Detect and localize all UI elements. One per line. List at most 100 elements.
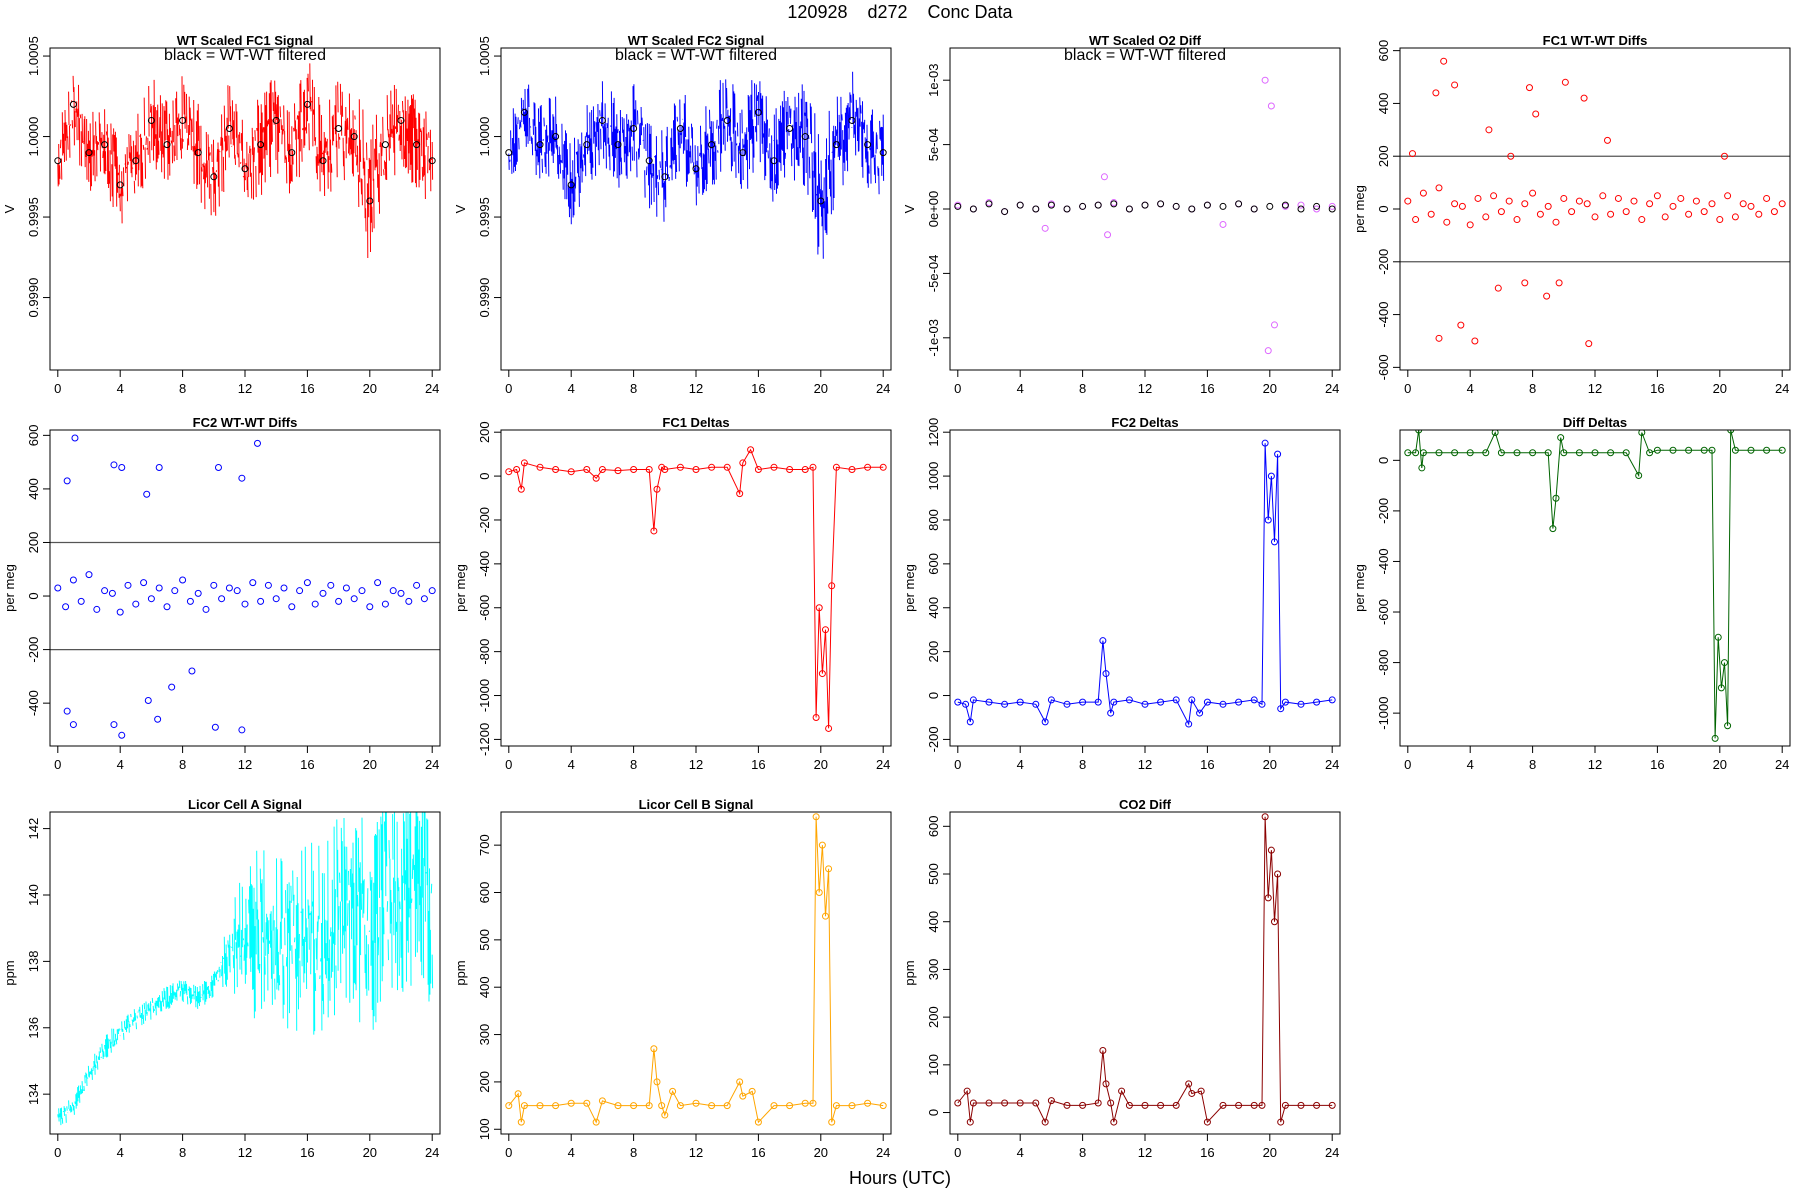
series-p8-0-point xyxy=(1720,659,1728,667)
series-p9-0-band xyxy=(57,812,434,1126)
series-p4-0-point xyxy=(1646,200,1654,208)
series-p4-0-point xyxy=(1471,337,1479,345)
y-tick-label: 200 xyxy=(26,532,41,554)
series-p3-1-point xyxy=(1313,202,1321,210)
series-p4-0-point xyxy=(1700,208,1708,216)
series-p7-0-point xyxy=(1235,698,1243,706)
series-p2-1-point xyxy=(536,141,544,149)
y-axis-label: per meg xyxy=(902,564,917,612)
y-tick-label: 200 xyxy=(926,1006,941,1028)
plot-frame xyxy=(49,47,441,371)
series-p4-0-point xyxy=(1692,197,1700,205)
series-p5-0-point xyxy=(63,477,71,485)
y-tick-label: -200 xyxy=(1376,498,1391,524)
series-p4-0-point xyxy=(1607,210,1615,218)
series-p1-1-point xyxy=(69,100,77,108)
series-p4-0-point xyxy=(1451,200,1459,208)
series-p2-1-point xyxy=(817,197,825,205)
series-p7-0-point xyxy=(1203,698,1211,706)
series-p10-0-point xyxy=(676,1102,684,1110)
series-p11-0-point xyxy=(1118,1087,1126,1095)
series-p3-1-point xyxy=(1266,202,1274,210)
series-p2-1-point xyxy=(723,116,731,124)
series-p3-0-point xyxy=(1219,220,1227,228)
series-p8-0-point xyxy=(1557,434,1565,442)
series-p8-0-point xyxy=(1415,430,1423,434)
series-p3-1-point xyxy=(1157,200,1165,208)
series-p4-0-point xyxy=(1482,213,1490,221)
series-p11-0-point xyxy=(1016,1099,1024,1107)
x-tick-label: 16 xyxy=(751,381,765,396)
series-p11-0-point xyxy=(1157,1101,1165,1109)
x-tick-label: 4 xyxy=(1467,757,1474,772)
x-tick-label: 8 xyxy=(1079,381,1086,396)
series-p5-0-point xyxy=(118,463,126,471)
y-tick-label: -400 xyxy=(477,551,492,577)
series-p1-1-point xyxy=(335,125,343,132)
series-p10-0-point xyxy=(748,1087,756,1095)
series-p4-0-point xyxy=(1720,152,1728,160)
series-p5-0-point xyxy=(54,584,62,592)
series-p10-0-point xyxy=(828,1118,836,1126)
series-p5-0-point xyxy=(288,603,296,611)
series-p7-0-point xyxy=(1261,439,1269,447)
y-axis-label: ppm xyxy=(453,960,468,985)
series-p11-0-point xyxy=(966,1118,974,1126)
series-p5-0-point xyxy=(101,587,109,595)
y-tick-label: 600 xyxy=(26,425,41,447)
series-p4-0-point xyxy=(1778,200,1786,208)
y-tick-label: -200 xyxy=(1376,249,1391,275)
series-p5-0-point xyxy=(264,581,272,589)
series-p5-0-point xyxy=(238,474,246,482)
series-p8-0-point xyxy=(1708,446,1716,454)
series-p1-1-point xyxy=(397,116,405,124)
y-tick-label: -400 xyxy=(1376,302,1391,328)
series-p11-0-point xyxy=(1250,1101,1258,1109)
series-p5-0-point xyxy=(85,571,93,579)
series-p7-0-point xyxy=(962,700,970,708)
y-tick-label: -1200 xyxy=(477,723,492,756)
x-tick-label: 16 xyxy=(1200,381,1214,396)
series-p3-0-point xyxy=(1100,173,1108,181)
series-p7-0-point xyxy=(1264,516,1272,524)
x-tick-label: 12 xyxy=(689,757,703,772)
series-p6-0-point xyxy=(708,463,716,471)
series-p5-0-point xyxy=(140,579,148,587)
series-p5-0-point xyxy=(241,600,249,608)
series-p6-0-point xyxy=(567,468,575,476)
series-p10-0-point xyxy=(754,1118,762,1126)
series-p2-1-point xyxy=(739,149,747,157)
series-p2-1-point xyxy=(754,108,762,116)
series-p5-0-point xyxy=(249,579,257,587)
series-p11-0-point xyxy=(1270,918,1278,926)
series-p5-0-point xyxy=(108,589,116,597)
series-p6-0-point xyxy=(661,466,669,473)
series-p8-0-point xyxy=(1552,494,1560,502)
series-p5-0-point xyxy=(428,587,436,595)
series-p5-0-point xyxy=(210,581,218,589)
y-axis-label: ppm xyxy=(902,960,917,985)
series-p11-0-point xyxy=(1094,1099,1102,1107)
x-tick-label: 4 xyxy=(117,1145,124,1160)
series-p11-0-point xyxy=(1185,1080,1193,1088)
series-p2-1-point xyxy=(801,133,809,141)
series-p4-0-point xyxy=(1708,200,1716,208)
series-p5-0-point xyxy=(63,707,71,715)
series-p7-0-point xyxy=(1107,709,1115,717)
y-tick-label: 0 xyxy=(477,472,492,479)
series-p4-0-point xyxy=(1580,94,1588,102)
series-p10-0-point xyxy=(832,1102,840,1110)
series-p7-0-point xyxy=(1102,670,1110,678)
series-p1-1-point xyxy=(428,157,436,165)
y-axis-label: per meg xyxy=(1352,185,1367,233)
series-p10-0-point xyxy=(736,1078,744,1086)
series-p4-0-point xyxy=(1521,200,1529,208)
panel-p5: 0 4 8 12 16 20 24 -400 -200 0 200 400 600 per meg FC2 … xyxy=(2,415,441,772)
series-p8-0-point xyxy=(1482,449,1490,457)
series-p4-0-point xyxy=(1739,200,1747,208)
series-p11-0-point xyxy=(1203,1118,1211,1126)
series-p10-0-point xyxy=(614,1102,622,1110)
series-p4-0-point xyxy=(1599,192,1607,200)
series-p4-0-point xyxy=(1669,202,1677,210)
panel-subtitle: black = WT-WT filtered xyxy=(164,47,326,64)
